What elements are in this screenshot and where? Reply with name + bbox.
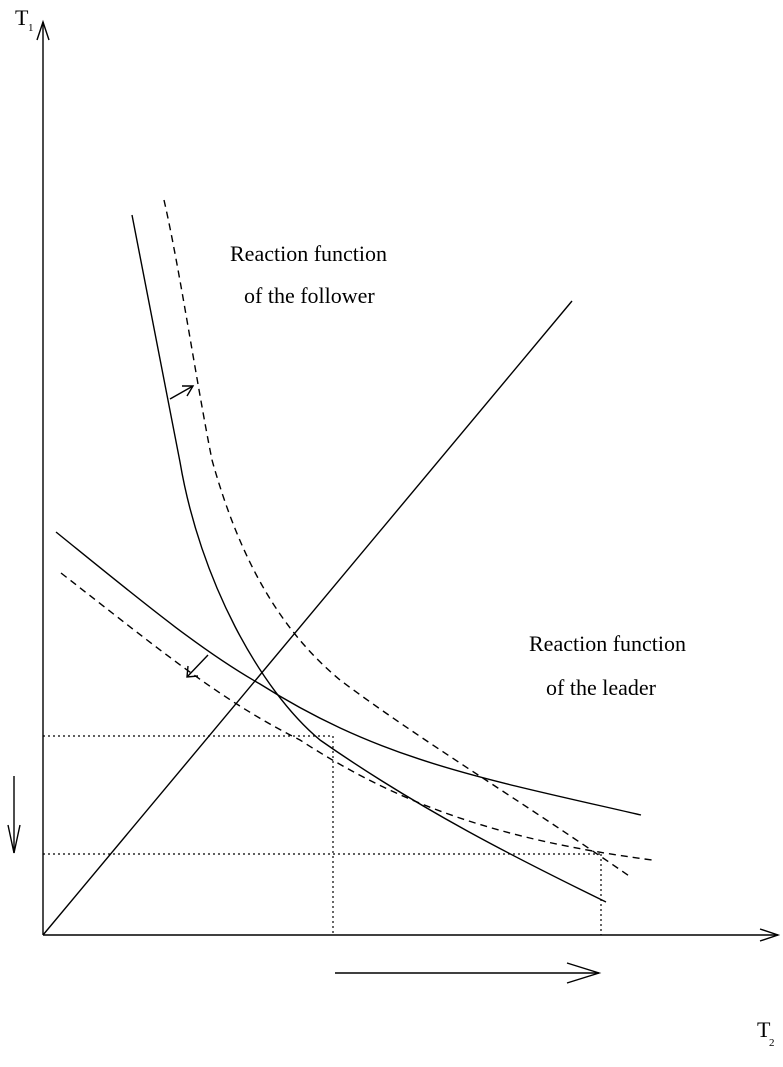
leader-label-line1: Reaction function xyxy=(529,631,686,656)
x-axis-arrowhead xyxy=(759,928,781,942)
y-axis-arrowhead xyxy=(36,19,50,41)
follower-reaction-curve-shifted xyxy=(163,199,633,879)
equilibrium-guides xyxy=(43,735,602,935)
t2-increase-arrow xyxy=(335,962,602,984)
follower-reaction-curve xyxy=(131,214,607,903)
leader-shift-arrow xyxy=(186,654,209,678)
diagonal-45-degree-line xyxy=(42,300,573,936)
axes xyxy=(36,19,781,942)
leader-reaction-curve-shifted xyxy=(60,572,653,861)
leader-label-line2: of the leader xyxy=(546,675,657,700)
y-axis-label: T xyxy=(15,5,29,30)
t1-decrease-arrow xyxy=(7,776,21,854)
leader-reaction-curve xyxy=(55,531,642,816)
follower-shift-arrow xyxy=(169,385,195,400)
x-axis-subscript: 2 xyxy=(769,1037,775,1049)
follower-label-line1: Reaction function xyxy=(230,241,387,266)
y-axis-subscript: 1 xyxy=(28,22,34,34)
x-axis-label: T xyxy=(757,1017,771,1042)
follower-label-line2: of the follower xyxy=(244,283,375,308)
